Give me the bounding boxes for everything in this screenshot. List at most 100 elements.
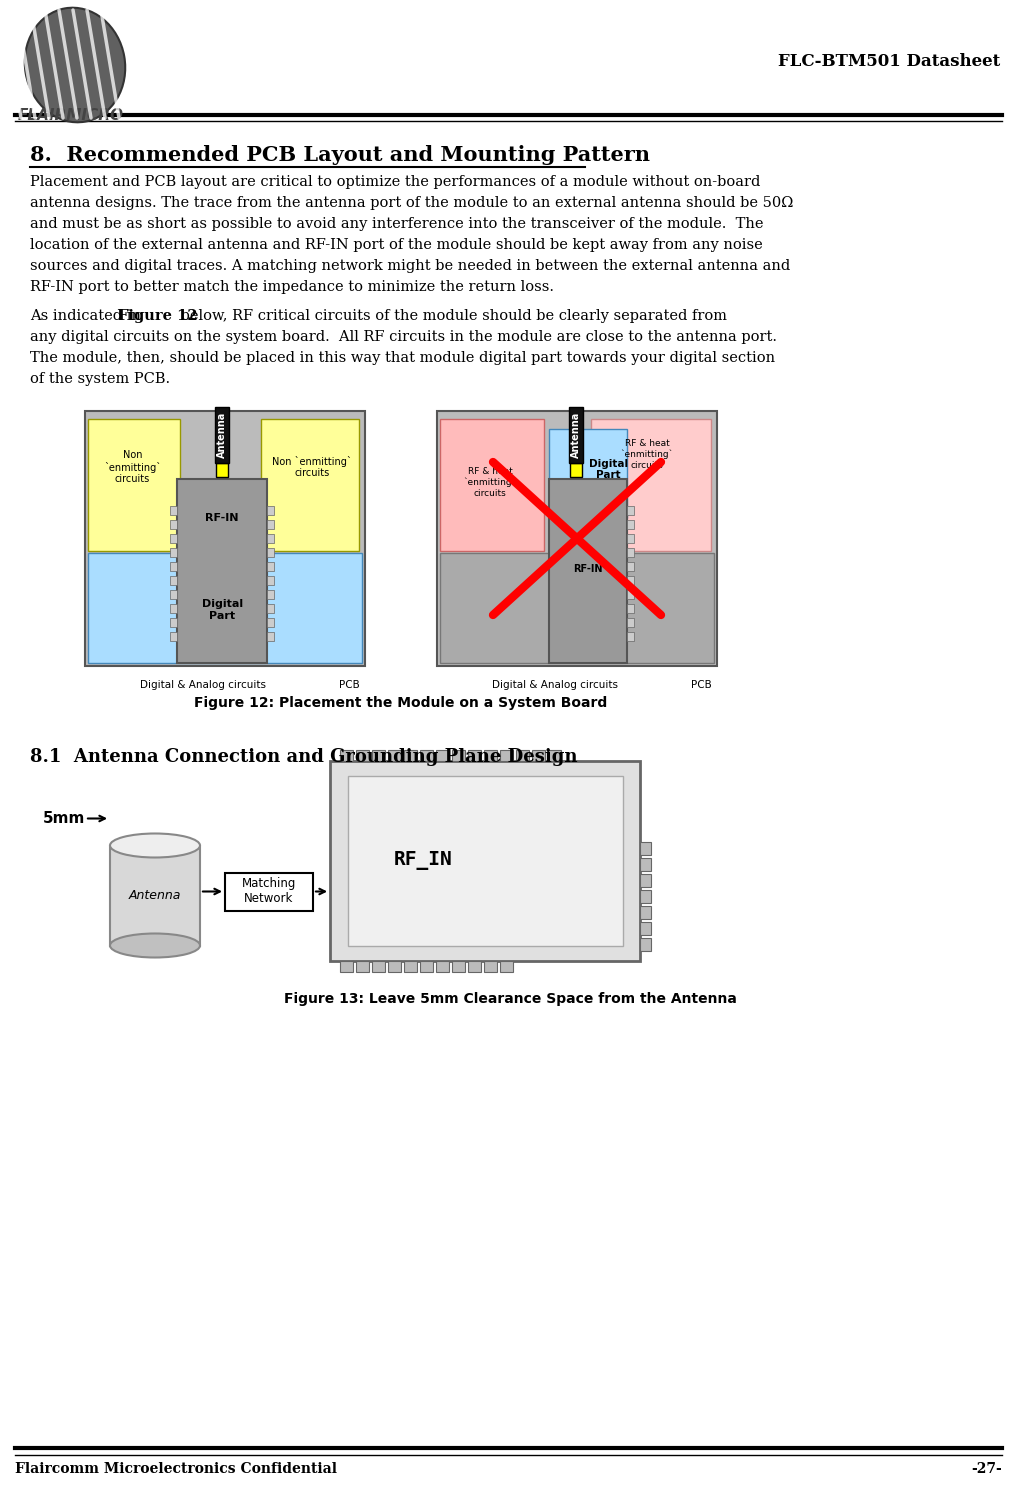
Ellipse shape	[24, 8, 125, 123]
Bar	[171, 590, 177, 598]
Bar	[570, 406, 584, 463]
Bar	[549, 480, 627, 663]
Bar	[267, 548, 274, 556]
Bar	[261, 419, 359, 552]
Text: Matching
Network: Matching Network	[242, 878, 296, 906]
Bar	[110, 846, 200, 945]
Bar	[348, 776, 623, 945]
Bar	[88, 419, 180, 552]
Bar	[267, 576, 274, 585]
Bar	[640, 873, 651, 886]
Text: Digital & Analog circuits: Digital & Analog circuits	[491, 680, 617, 690]
Bar	[440, 419, 544, 552]
Bar	[267, 561, 274, 570]
Text: Digital & Analog circuits: Digital & Analog circuits	[139, 680, 265, 690]
Bar	[500, 750, 513, 760]
Text: Antenna: Antenna	[129, 890, 181, 902]
Bar	[171, 534, 177, 543]
Bar	[267, 519, 274, 528]
Text: Figure 12: Placement the Module on a System Board: Figure 12: Placement the Module on a Sys…	[194, 696, 607, 709]
Bar	[372, 750, 385, 760]
Bar	[484, 960, 497, 972]
Bar	[640, 842, 651, 855]
Text: Digital
Part: Digital Part	[589, 459, 627, 480]
Bar	[267, 534, 274, 543]
Text: PCB: PCB	[692, 680, 712, 690]
Bar	[340, 960, 353, 972]
Text: location of the external antenna and RF-IN port of the module should be kept awa: location of the external antenna and RF-…	[29, 238, 763, 252]
Bar	[356, 960, 369, 972]
Bar	[171, 576, 177, 585]
Text: 5mm: 5mm	[43, 812, 85, 826]
Bar	[627, 519, 635, 528]
Bar	[171, 519, 177, 528]
Text: 8.1  Antenna Connection and Grounding Plane Design: 8.1 Antenna Connection and Grounding Pla…	[29, 748, 578, 766]
Text: 8.  Recommended PCB Layout and Mounting Pattern: 8. Recommended PCB Layout and Mounting P…	[29, 146, 650, 165]
Bar	[437, 411, 717, 666]
Bar	[548, 750, 561, 760]
Text: antenna designs. The trace from the antenna port of the module to an external an: antenna designs. The trace from the ante…	[29, 196, 793, 210]
Text: RF-IN port to better match the impedance to minimize the return loss.: RF-IN port to better match the impedance…	[29, 280, 554, 294]
Bar	[627, 548, 635, 556]
Text: Placement and PCB layout are critical to optimize the performances of a module w: Placement and PCB layout are critical to…	[29, 176, 761, 189]
Bar	[627, 603, 635, 612]
Bar	[340, 750, 353, 760]
Bar	[420, 750, 433, 760]
Text: Antenna: Antenna	[218, 413, 227, 459]
Bar	[267, 632, 274, 640]
Text: The module, then, should be placed in this way that module digital part towards : The module, then, should be placed in th…	[29, 351, 775, 364]
Bar	[388, 750, 401, 760]
Text: Flaircomm Microelectronics Confidential: Flaircomm Microelectronics Confidential	[15, 1462, 337, 1476]
Bar	[452, 750, 465, 760]
Ellipse shape	[110, 834, 200, 858]
Bar	[591, 419, 712, 552]
Bar	[627, 506, 635, 515]
Text: Figure 12: Figure 12	[118, 309, 197, 322]
Bar	[171, 632, 177, 640]
Bar	[436, 750, 448, 760]
Bar	[500, 960, 513, 972]
Bar	[452, 960, 465, 972]
Bar	[549, 429, 627, 518]
Bar	[627, 632, 635, 640]
Bar	[640, 906, 651, 918]
Text: any digital circuits on the system board.  All RF circuits in the module are clo: any digital circuits on the system board…	[29, 330, 777, 344]
Bar	[627, 576, 635, 585]
Bar	[171, 561, 177, 570]
Bar	[388, 960, 401, 972]
Text: below, RF critical circuits of the module should be clearly separated from: below, RF critical circuits of the modul…	[176, 309, 726, 322]
Text: FLC-BTM501 Datasheet: FLC-BTM501 Datasheet	[778, 53, 1000, 70]
Bar	[404, 750, 417, 760]
Bar	[436, 960, 448, 972]
Bar	[171, 506, 177, 515]
Bar	[640, 921, 651, 934]
Bar	[627, 590, 635, 598]
Bar	[468, 750, 481, 760]
Text: and must be as short as possible to avoid any interference into the transceiver : and must be as short as possible to avoi…	[29, 217, 764, 231]
Text: Non `enmitting`
circuits: Non `enmitting` circuits	[272, 456, 352, 478]
Text: RF-IN: RF-IN	[574, 564, 603, 574]
Bar	[171, 603, 177, 612]
Text: sources and digital traces. A matching network might be needed in between the ex: sources and digital traces. A matching n…	[29, 260, 790, 273]
Text: RF & heat
`enmitting`
circuits: RF & heat `enmitting` circuits	[620, 440, 673, 470]
Bar	[330, 760, 640, 960]
Bar	[216, 406, 229, 463]
Text: RF_IN: RF_IN	[394, 852, 453, 870]
Bar	[627, 561, 635, 570]
Text: Digital
Part: Digital Part	[201, 598, 243, 621]
Bar	[571, 464, 583, 477]
Bar	[217, 464, 228, 477]
Text: -27-: -27-	[971, 1462, 1002, 1476]
Text: RF-IN: RF-IN	[205, 513, 239, 523]
Text: As indicated in: As indicated in	[29, 309, 145, 322]
Bar	[85, 411, 365, 666]
Bar	[404, 960, 417, 972]
Bar	[532, 750, 545, 760]
Bar	[88, 554, 362, 663]
Text: Non
`enmitting`
circuits: Non `enmitting` circuits	[104, 450, 161, 484]
Bar	[267, 618, 274, 627]
Text: RF & heat
`enmitting`
circuits: RF & heat `enmitting` circuits	[464, 466, 517, 498]
Bar	[267, 603, 274, 612]
Bar	[420, 960, 433, 972]
Bar	[267, 506, 274, 515]
